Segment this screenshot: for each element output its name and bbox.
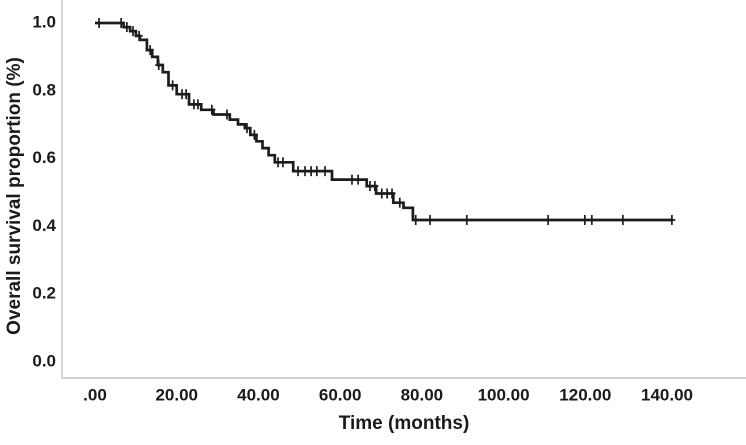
x-tick-label: 60.00 <box>319 385 362 404</box>
y-tick-label: 0.8 <box>32 80 56 99</box>
x-tick-label: 140.00 <box>641 385 693 404</box>
censor-marks <box>95 18 676 225</box>
y-tick-label: 0.4 <box>32 216 56 235</box>
y-tick-label: 0.0 <box>32 351 56 370</box>
x-tick-label: 100.00 <box>478 385 530 404</box>
x-axis-title: Time (months) <box>338 413 470 434</box>
x-tick-label: 120.00 <box>559 385 611 404</box>
y-axis-title: Overall survival proportion (%) <box>4 57 25 335</box>
x-tick-label: 80.00 <box>401 385 444 404</box>
x-tick-label: 40.00 <box>237 385 280 404</box>
y-tick-label: 0.6 <box>32 148 56 167</box>
x-tick-label: 20.00 <box>155 385 198 404</box>
y-tick-label: 0.2 <box>32 284 56 303</box>
survival-curve <box>95 21 674 222</box>
y-tick-label: 1.0 <box>32 12 56 31</box>
x-tick-label: .00 <box>83 385 107 404</box>
